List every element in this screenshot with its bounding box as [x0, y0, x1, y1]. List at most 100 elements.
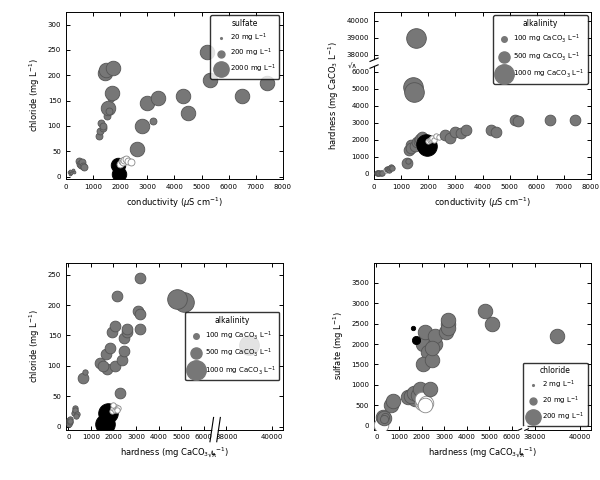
Legend: 100 mg CaCO$_3$ L$^{-1}$, 500 mg CaCO$_3$ L$^{-1}$, 1000 mg CaCO$_3$ L$^{-1}$: 100 mg CaCO$_3$ L$^{-1}$, 500 mg CaCO$_3… — [493, 15, 587, 84]
Point — [373, 421, 383, 429]
Point — [373, 169, 382, 177]
Point — [73, 84, 83, 92]
Point — [110, 406, 119, 413]
Point — [376, 169, 385, 177]
Point — [65, 417, 74, 425]
Point — [109, 405, 118, 412]
Point — [434, 133, 444, 141]
Point — [65, 419, 74, 426]
Legend: 100 mg CaCO$_3$ L$^{-1}$, 500 mg CaCO$_3$ L$^{-1}$, 1000 mg CaCO$_3$ L$^{-1}$: 100 mg CaCO$_3$ L$^{-1}$, 500 mg CaCO$_3… — [185, 312, 280, 380]
Point — [406, 141, 415, 149]
Text: √∧: √∧ — [347, 63, 357, 69]
Point — [102, 112, 112, 120]
Point — [67, 169, 76, 177]
Point — [98, 122, 108, 130]
Point — [122, 325, 131, 333]
Point — [244, 341, 254, 348]
Point — [122, 329, 131, 336]
Point — [136, 325, 145, 333]
Y-axis label: chloride (mg L$^{-1}$): chloride (mg L$^{-1}$) — [28, 309, 42, 383]
Point — [373, 421, 382, 429]
Point — [403, 393, 413, 401]
Point — [68, 167, 77, 174]
Point — [65, 168, 75, 175]
Point — [410, 142, 419, 150]
Point — [415, 135, 425, 143]
Point — [425, 385, 435, 393]
Point — [441, 328, 451, 336]
Point — [428, 357, 437, 364]
Point — [410, 395, 419, 403]
Point — [132, 145, 142, 153]
Point — [425, 136, 434, 144]
Point — [74, 157, 84, 165]
Point — [487, 320, 496, 327]
Point — [404, 146, 414, 154]
Point — [205, 76, 215, 84]
Point — [68, 316, 78, 324]
Point — [136, 311, 145, 318]
Point — [553, 332, 562, 340]
Point — [374, 169, 383, 177]
Point — [75, 160, 85, 168]
Point — [419, 360, 428, 368]
Point — [491, 128, 501, 135]
Point — [104, 107, 113, 115]
Point — [440, 131, 449, 139]
Point — [103, 409, 113, 417]
Point — [95, 359, 104, 367]
Point — [417, 399, 427, 407]
Point — [378, 414, 388, 422]
Point — [105, 344, 115, 351]
Point — [101, 66, 110, 74]
Point — [420, 401, 430, 408]
Point — [451, 128, 460, 135]
Point — [115, 389, 125, 397]
Point — [419, 396, 428, 404]
Y-axis label: sulfate (mg L$^{-1}$): sulfate (mg L$^{-1}$) — [331, 312, 346, 381]
Point — [443, 316, 453, 324]
Point — [102, 365, 112, 372]
Point — [64, 418, 74, 426]
Point — [117, 356, 127, 363]
Point — [69, 409, 79, 417]
Point — [373, 421, 383, 429]
Point — [430, 332, 439, 340]
Point — [133, 307, 143, 315]
Point — [380, 413, 390, 421]
Point — [413, 391, 423, 399]
Point — [107, 89, 117, 97]
Legend: 20 mg L$^{-1}$, 200 mg L$^{-1}$, 2000 mg L$^{-1}$: 20 mg L$^{-1}$, 200 mg L$^{-1}$, 2000 mg… — [211, 15, 280, 79]
X-axis label: hardness (mg CaCO$_3$ L$^{-1}$): hardness (mg CaCO$_3$ L$^{-1}$) — [120, 446, 229, 460]
Point — [121, 155, 130, 163]
Point — [119, 347, 129, 354]
Point — [98, 362, 108, 370]
Point — [98, 125, 107, 132]
Point — [172, 295, 182, 303]
Point — [70, 408, 79, 415]
Legend: 2 mg L$^{-1}$, 20 mg L$^{-1}$, 200 mg L$^{-1}$: 2 mg L$^{-1}$, 20 mg L$^{-1}$, 200 mg L$… — [523, 363, 587, 426]
Point — [262, 79, 271, 87]
Point — [143, 99, 152, 107]
Point — [109, 401, 118, 409]
Point — [69, 168, 79, 176]
Point — [77, 158, 86, 166]
Point — [379, 414, 388, 421]
Point — [411, 336, 421, 344]
Point — [114, 170, 124, 178]
Point — [428, 344, 437, 352]
Point — [110, 362, 120, 370]
Point — [79, 164, 89, 171]
Point — [136, 274, 145, 282]
Point — [137, 122, 147, 130]
Point — [386, 401, 396, 409]
Point — [422, 143, 432, 150]
Point — [407, 144, 416, 151]
Point — [409, 389, 418, 397]
Point — [417, 396, 427, 403]
Point — [376, 421, 386, 429]
Point — [95, 127, 104, 135]
Point — [100, 69, 109, 77]
Point — [408, 324, 418, 332]
Point — [107, 329, 117, 336]
